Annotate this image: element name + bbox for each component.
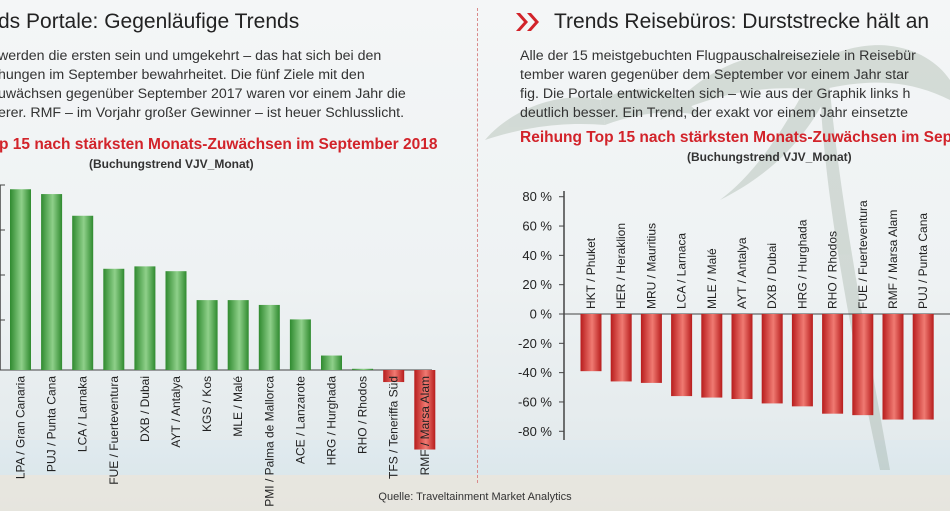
bar bbox=[671, 314, 693, 397]
right-bar-chart: 80 % 60 % 40 % 20 % 0 % -20 % -40 % -60 % -80 % H… bbox=[518, 189, 950, 440]
bar bbox=[289, 319, 311, 370]
category-label: HKT / Phuket bbox=[584, 237, 598, 309]
bar bbox=[580, 314, 602, 372]
y-tick-label: 40 % bbox=[522, 248, 552, 263]
double-chevron-right-icon bbox=[516, 13, 539, 31]
y-tick-label: 80 % bbox=[522, 189, 552, 204]
bar bbox=[822, 314, 844, 414]
left-panel: ds Portale: Gegenläufige Trends werden d… bbox=[0, 10, 438, 507]
bar bbox=[196, 300, 218, 370]
left-chart-subtitle: (Buchungstrend VJV_Monat) bbox=[89, 157, 254, 171]
left-panel-title: ds Portale: Gegenläufige Trends bbox=[0, 10, 300, 33]
y-tick-label: 0 % bbox=[530, 307, 553, 322]
category-label: MLE / Malé bbox=[231, 376, 245, 437]
bar bbox=[321, 355, 342, 370]
bar bbox=[701, 314, 723, 398]
right-text-line-2: tember waren gegenüber dem September vor… bbox=[520, 67, 909, 83]
y-tick-label: -40 % bbox=[518, 365, 552, 380]
category-label: PUJ / Punta Cana bbox=[45, 376, 59, 472]
bar bbox=[761, 314, 783, 404]
left-bar-chart: LPA / Gran Canaria PUJ / Punta Cana LCA / … bbox=[0, 184, 436, 507]
bar bbox=[41, 194, 63, 370]
bar bbox=[103, 268, 125, 370]
bar bbox=[383, 370, 405, 383]
right-chart-title: Reihung Top 15 nach stärksten Monats-Zuw… bbox=[520, 129, 950, 146]
category-label: HRG / Hurghada bbox=[325, 376, 339, 466]
category-label: TFS / Teneriffa Süd bbox=[387, 376, 401, 479]
bar bbox=[165, 271, 187, 370]
category-label: DXB / Dubai bbox=[765, 243, 779, 309]
category-label: AYT / Antalya bbox=[169, 376, 183, 448]
left-text-line-1: werden die ersten sein und umgekehrt – d… bbox=[0, 48, 382, 64]
y-tick-label: 60 % bbox=[522, 219, 552, 234]
category-label: AYT / Antalya bbox=[735, 237, 749, 309]
bar bbox=[731, 314, 753, 400]
category-label: RMF / Marsa Alam bbox=[886, 210, 900, 309]
left-chart-title: p 15 nach stärksten Monats-Zuwächsen im … bbox=[0, 136, 438, 153]
category-label: PMI / Palma de Mallorca bbox=[262, 376, 276, 507]
y-tick-label: -80 % bbox=[518, 424, 552, 439]
bar bbox=[134, 266, 156, 370]
right-text-line-4: deutlich besser. Ein Trend, der exakt vo… bbox=[520, 105, 908, 121]
bar bbox=[640, 314, 662, 383]
bar bbox=[610, 314, 632, 382]
bar bbox=[882, 314, 904, 420]
category-label: ACE / Lanzarote bbox=[293, 376, 307, 464]
right-panel-title: Trends Reisebüros: Durststrecke hält an bbox=[554, 10, 930, 33]
bar bbox=[912, 314, 934, 420]
category-label: MLE / Malé bbox=[705, 248, 719, 309]
bar bbox=[791, 314, 813, 407]
right-text-line-1: Alle der 15 meistgebuchten Flugpauschalr… bbox=[520, 48, 916, 64]
category-label: RHO / Rhodos bbox=[356, 376, 370, 454]
category-label: LCA / Larnaca bbox=[675, 233, 689, 309]
panel-divider bbox=[477, 8, 478, 483]
left-text-line-3: uwächsen gegenüber September 2017 waren … bbox=[0, 86, 406, 102]
bar bbox=[352, 368, 374, 370]
category-label: RHO / Rhodos bbox=[826, 231, 840, 309]
y-tick-label: -20 % bbox=[518, 336, 552, 351]
right-panel: Trends Reisebüros: Durststrecke hält an … bbox=[478, 0, 950, 511]
bar bbox=[414, 370, 436, 450]
category-label: FUE / Fuerteventura bbox=[107, 376, 121, 485]
left-text-line-4: erer. RMF – im Vorjahr großer Gewinner –… bbox=[0, 105, 405, 121]
bar bbox=[258, 304, 280, 370]
category-label: FUE / Fuerteventura bbox=[856, 200, 870, 309]
category-label: HER / Heraklion bbox=[614, 223, 628, 309]
category-label: HRG / Hurghada bbox=[795, 219, 809, 309]
right-text-line-3: fig. Die Portale entwickelten sich – wie… bbox=[520, 86, 911, 102]
category-label: KGS / Kos bbox=[200, 376, 214, 432]
category-label: LCA / Larnaka bbox=[76, 376, 90, 452]
category-label: PUJ / Punta Cana bbox=[916, 213, 930, 309]
bar bbox=[852, 314, 874, 416]
right-chart-subtitle: (Buchungstrend VJV_Monat) bbox=[687, 150, 852, 164]
bar bbox=[227, 300, 249, 370]
category-label: DXB / Dubai bbox=[138, 376, 152, 442]
category-label: RMF / Marsa Alam bbox=[418, 376, 432, 475]
bar bbox=[10, 189, 31, 370]
category-label: MRU / Mauritius bbox=[644, 223, 658, 309]
source-note: Quelle: Traveltainment Market Analytics bbox=[378, 491, 572, 503]
category-label: LPA / Gran Canaria bbox=[14, 376, 28, 479]
bar bbox=[72, 215, 94, 370]
y-tick-label: 20 % bbox=[522, 277, 552, 292]
y-tick-label: -60 % bbox=[518, 394, 552, 409]
left-text-line-2: hungen im September bewahrheitet. Die fü… bbox=[0, 67, 365, 83]
